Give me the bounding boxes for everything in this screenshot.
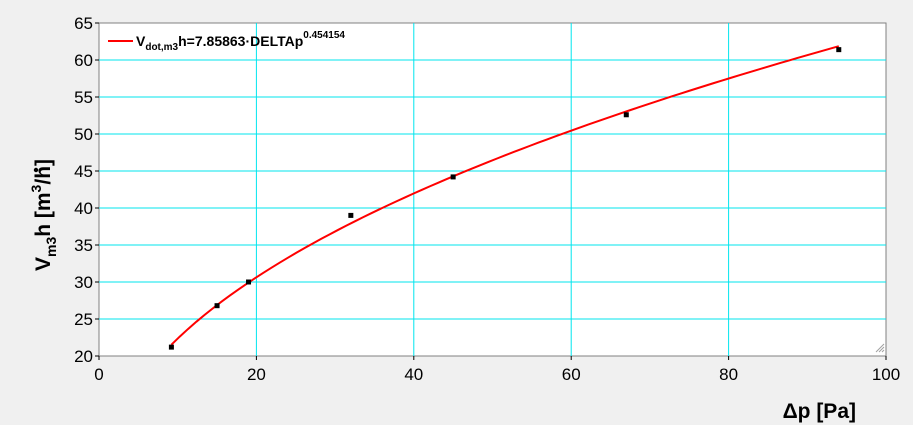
- x-tick-label: 100: [872, 365, 900, 384]
- x-tick-label: 0: [94, 365, 103, 384]
- y-tick-label: 35: [74, 236, 93, 255]
- legend: Vdot,m3h=7.85863·DELTAp0.454154: [108, 30, 345, 53]
- y-tick-label: 40: [74, 199, 93, 218]
- fit-curve: [170, 45, 840, 346]
- y-tick-label: 25: [74, 310, 93, 329]
- data-points-layer: [168, 47, 842, 350]
- x-tick-label: 80: [719, 365, 738, 384]
- legend-lhs-sub: dot,m3: [145, 42, 178, 53]
- data-point: [168, 344, 174, 350]
- y-axis-title-group: Vm3h [m3/h]: [28, 159, 59, 271]
- data-point: [623, 112, 629, 118]
- legend-entry-fit: Vdot,m3h=7.85863·DELTAp0.454154: [136, 30, 345, 53]
- fit-curve-layer: [170, 45, 840, 346]
- x-tick-label: 60: [562, 365, 581, 384]
- y-tick-label: 50: [74, 125, 93, 144]
- y-tick-label: 45: [74, 162, 93, 181]
- resize-grip[interactable]: [875, 343, 885, 353]
- legend-lhs-rest: h=7.85863·DELTAp: [178, 33, 303, 49]
- data-point: [836, 47, 842, 53]
- y-tick-label: 65: [74, 14, 93, 33]
- y-axis-title-sub: m3: [43, 237, 59, 257]
- data-point: [214, 303, 220, 309]
- y-axis-title-end: /h]: [32, 159, 55, 185]
- x-axis-title: Δp [Pa]: [783, 400, 856, 423]
- y-axis-title-dot: [33, 167, 39, 173]
- y-tick-label: 20: [74, 347, 93, 366]
- x-tick-label: 20: [247, 365, 266, 384]
- data-point: [246, 279, 252, 285]
- y-tick-label: 60: [74, 51, 93, 70]
- y-axis-title-sup: 3: [28, 184, 44, 192]
- plot-area: [98, 22, 887, 357]
- legend-lhs-main: V: [136, 33, 146, 49]
- y-tick-label: 30: [74, 273, 93, 292]
- x-tick-label: 40: [404, 365, 423, 384]
- y-axis-title: Vm3h [m3/h]: [28, 159, 59, 271]
- y-axis-title-rest: h [m: [32, 192, 55, 236]
- grid: [99, 23, 886, 356]
- data-point: [450, 174, 456, 180]
- y-tick-label: 55: [74, 88, 93, 107]
- legend-exponent: 0.454154: [303, 30, 345, 41]
- y-axis-title-main: V: [32, 257, 55, 271]
- data-point: [348, 212, 354, 218]
